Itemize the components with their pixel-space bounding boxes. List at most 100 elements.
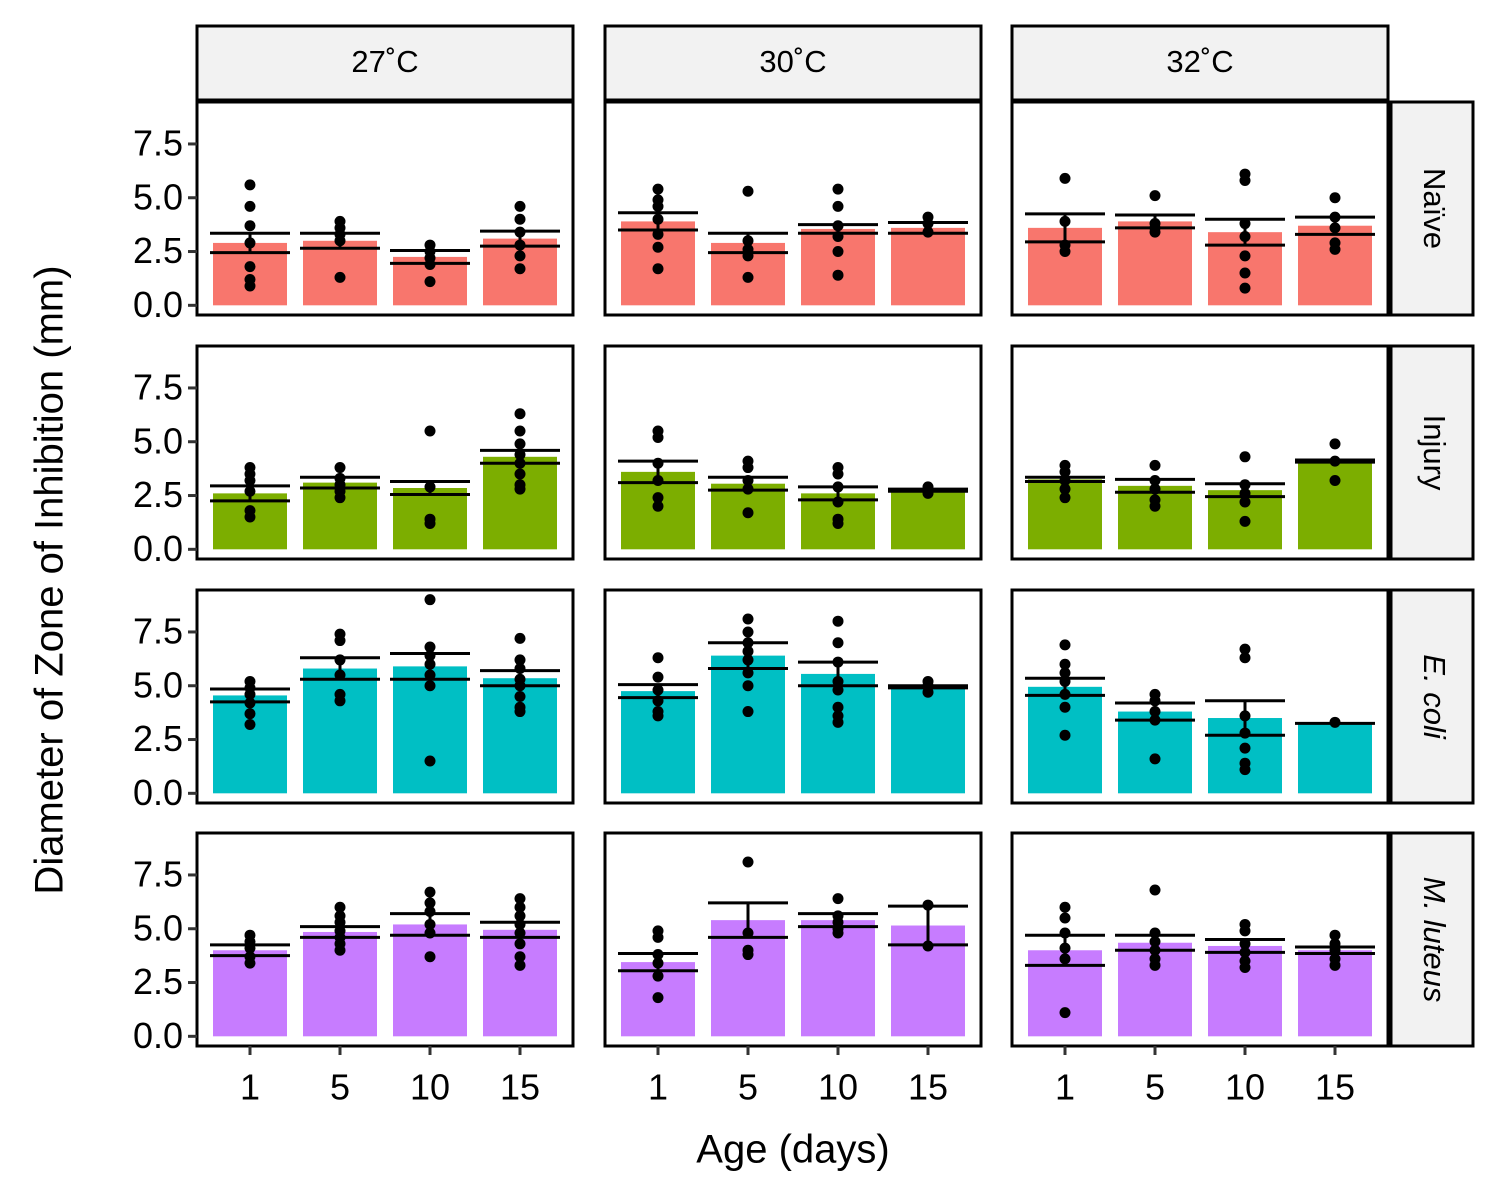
point [1239,764,1251,776]
point [1239,515,1251,527]
error-bar [390,248,470,265]
point [652,228,664,240]
point [244,200,256,212]
point [424,518,436,529]
point [832,269,844,281]
point [742,949,754,961]
column-strip-label: 27˚C [351,44,418,79]
x-tick-label: 1 [1055,1067,1075,1108]
point [832,615,844,627]
point [1149,459,1161,471]
point [832,200,844,212]
point [424,276,436,288]
strip-background [603,24,983,102]
strip-background [1010,24,1390,102]
point [514,951,526,963]
error-bar [480,229,560,248]
panel-border [603,588,983,805]
error-bar [480,920,560,939]
bar [1298,723,1372,794]
point [922,686,934,698]
point [652,183,664,195]
error-bar [1205,938,1285,954]
point [1239,282,1251,294]
error-bar [210,687,290,704]
error-bar [1115,701,1195,722]
point [832,518,844,529]
error-bar [210,231,290,255]
point [1149,500,1161,512]
error-bar [210,484,290,503]
y-axis-title: Diameter of Zone of Inhibition (mm) [28,265,72,894]
point [514,438,526,450]
point [1239,175,1251,187]
point [244,718,256,730]
point [244,708,256,720]
point [424,951,436,963]
x-tick-label: 5 [330,1067,350,1108]
point [1239,961,1251,973]
point [1329,192,1341,204]
point [1239,643,1251,655]
row-strip-label: E. coli [1417,654,1452,740]
point [1149,190,1161,202]
strip-background [1389,100,1475,317]
point [832,637,844,649]
point [1239,652,1251,664]
bar [891,227,965,306]
x-tick-label: 15 [1315,1067,1355,1108]
error-bar [390,912,470,937]
point [832,684,844,696]
x-axis-title: Age (days) [696,1128,889,1172]
point [652,970,664,982]
point [424,641,436,653]
error-bar [708,641,788,671]
point [1059,912,1071,924]
point [514,691,526,702]
x-tick-label: 10 [818,1067,858,1108]
error-bar [798,660,878,688]
point [1329,438,1341,450]
point [1239,451,1251,463]
point [514,483,526,495]
panel-border [195,344,575,561]
point [1059,667,1071,679]
error-bar [618,683,698,700]
error-bar [300,656,380,681]
point [1149,753,1161,765]
error-bar [390,480,470,496]
x-tick-label: 10 [410,1067,450,1108]
panel-border [603,100,983,317]
point [334,916,346,928]
x-tick-label: 15 [500,1067,540,1108]
point [652,671,664,683]
point [514,654,526,666]
point [514,250,526,262]
panel-border [1010,100,1390,317]
point [1059,1007,1071,1019]
point [742,706,754,718]
point [1059,172,1071,184]
error-bar [798,912,878,929]
point [832,927,844,939]
point [832,183,844,195]
error-bar [300,925,380,939]
panel-border [603,831,983,1048]
point [514,938,526,950]
point [1329,474,1341,486]
error-bar [618,459,698,485]
point [424,755,436,767]
point [1059,701,1071,713]
point [652,492,664,504]
point [514,893,526,905]
point [1149,226,1161,238]
panel-border [603,344,983,561]
y-tick-label: 7.5 [133,610,183,651]
row-strip-label: Naïve [1417,168,1452,249]
point [244,220,256,232]
point [514,200,526,212]
point [832,246,844,258]
y-tick-label: 7.5 [133,853,183,894]
strip-background [1389,344,1475,561]
